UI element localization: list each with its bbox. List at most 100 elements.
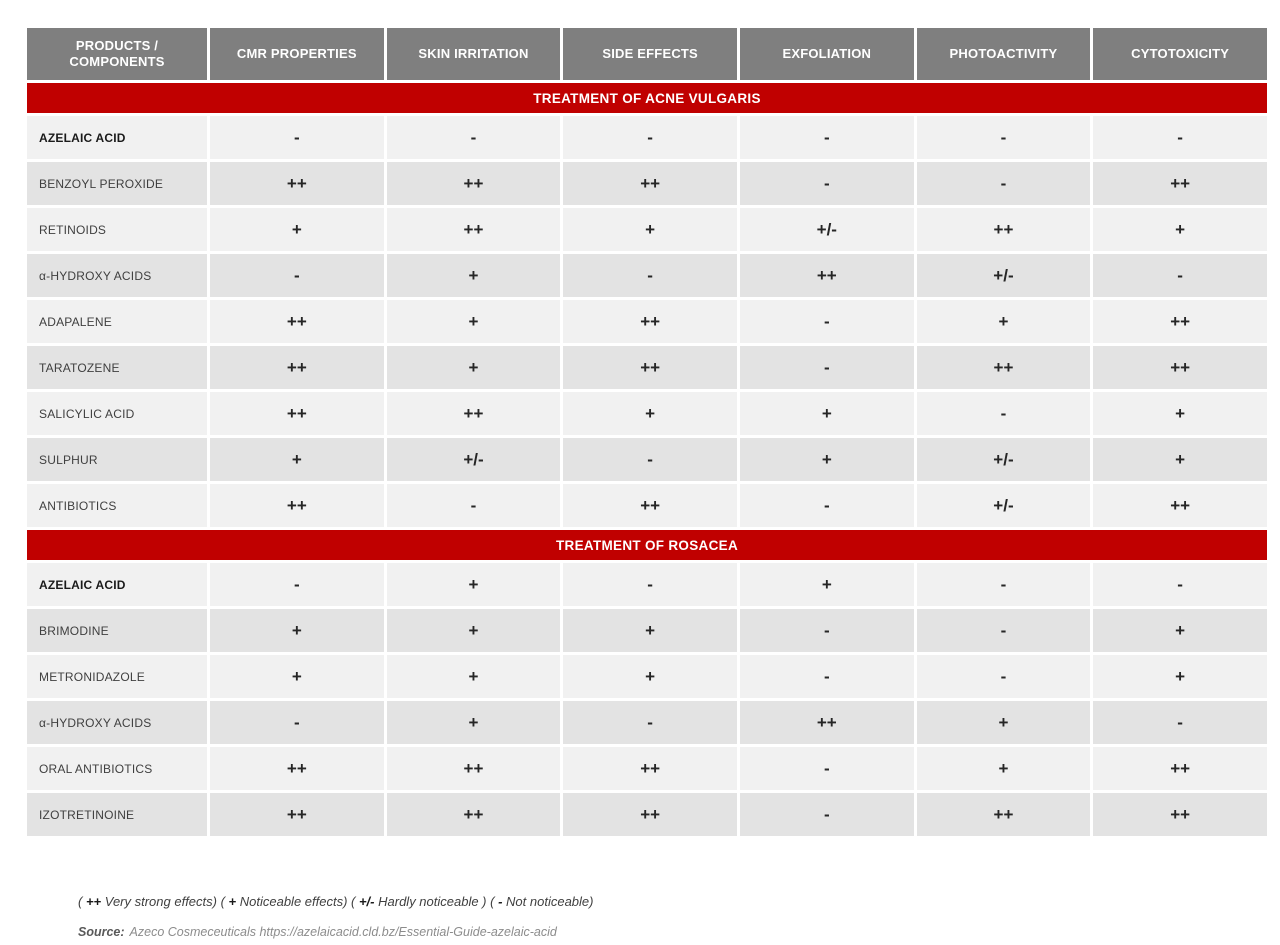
legend-symbol-not-noticeable: - (498, 894, 503, 909)
row-label: RETINOIDS (27, 208, 207, 251)
cell-value: - (210, 254, 384, 297)
product-comparison-table: PRODUCTS / COMPONENTS CMR PROPERTIES SKI… (24, 25, 1270, 839)
cell-value: + (563, 609, 737, 652)
row-label: TARATOZENE (27, 346, 207, 389)
section-header-row: TREATMENT OF ROSACEA (27, 530, 1267, 560)
cell-value: - (563, 701, 737, 744)
cell-value: ++ (386, 793, 561, 836)
section-header-row: TREATMENT OF ACNE VULGARIS (27, 83, 1267, 113)
cell-value: + (386, 346, 561, 389)
legend-symbol-noticeable: + (228, 894, 237, 909)
cell-value: - (563, 254, 737, 297)
cell-value: - (563, 563, 737, 606)
cell-value: ++ (563, 747, 737, 790)
cell-value: + (739, 438, 914, 481)
cell-value: - (739, 747, 914, 790)
cell-value: - (739, 116, 914, 159)
table-row: SALICYLIC ACID ++ ++ + + - + (27, 392, 1267, 435)
cell-value: ++ (916, 346, 1091, 389)
row-label: SALICYLIC ACID (27, 392, 207, 435)
cell-value: ++ (563, 162, 737, 205)
legend-text: ( (78, 894, 86, 909)
cell-value: - (916, 609, 1091, 652)
cell-value: + (916, 300, 1091, 343)
table-row: AZELAIC ACID - + - + - - (27, 563, 1267, 606)
cell-value: - (1093, 563, 1267, 606)
cell-value: ++ (210, 162, 384, 205)
column-header-exfoliation: EXFOLIATION (739, 28, 914, 80)
row-label: IZOTRETINOINE (27, 793, 207, 836)
cell-value: + (386, 701, 561, 744)
column-header-products: PRODUCTS / COMPONENTS (27, 28, 207, 80)
cell-value: ++ (916, 208, 1091, 251)
cell-value: ++ (1093, 346, 1267, 389)
table-row: ORAL ANTIBIOTICS ++ ++ ++ - + ++ (27, 747, 1267, 790)
table-row: AZELAIC ACID ------ (27, 116, 1267, 159)
cell-value: ++ (386, 162, 561, 205)
cell-value: - (386, 484, 561, 527)
table-row: ADAPALENE ++ + ++ - + ++ (27, 300, 1267, 343)
cell-value: + (563, 655, 737, 698)
table-row: METRONIDAZOLE + + + - - + (27, 655, 1267, 698)
cell-value: +/- (739, 208, 914, 251)
cell-value: - (210, 116, 384, 159)
table-row: BENZOYL PEROXIDE ++ ++ ++ - - ++ (27, 162, 1267, 205)
cell-value: - (739, 346, 914, 389)
cell-value: ++ (386, 208, 561, 251)
legend-symbol-hardly-noticeable: +/- (358, 894, 375, 909)
cell-value: + (210, 438, 384, 481)
cell-value: - (386, 116, 561, 159)
cell-value: - (916, 563, 1091, 606)
cell-value: ++ (1093, 300, 1267, 343)
row-label: BRIMODINE (27, 609, 207, 652)
cell-value: - (739, 300, 914, 343)
cell-value: ++ (386, 747, 561, 790)
cell-value: ++ (1093, 793, 1267, 836)
table-row: α-HYDROXY ACIDS - + - ++ +/- - (27, 254, 1267, 297)
cell-value: + (1093, 609, 1267, 652)
cell-value: - (1093, 254, 1267, 297)
cell-value: - (1093, 116, 1267, 159)
rating-legend: ( ++ Very strong effects) ( + Noticeable… (78, 894, 1280, 909)
column-header-photoactivity: PHOTOACTIVITY (916, 28, 1091, 80)
cell-value: - (739, 609, 914, 652)
cell-value: ++ (739, 254, 914, 297)
cell-value: + (386, 655, 561, 698)
table-row: IZOTRETINOINE ++ ++ ++ - ++ ++ (27, 793, 1267, 836)
row-label: α-HYDROXY ACIDS (27, 701, 207, 744)
comparison-table-wrap: PRODUCTS / COMPONENTS CMR PROPERTIES SKI… (24, 25, 1270, 839)
cell-value: ++ (563, 300, 737, 343)
row-label: BENZOYL PEROXIDE (27, 162, 207, 205)
cell-value: + (386, 563, 561, 606)
cell-value: +/- (916, 438, 1091, 481)
cell-value: ++ (563, 793, 737, 836)
table-row: BRIMODINE + + + - - + (27, 609, 1267, 652)
cell-value: ++ (210, 793, 384, 836)
cell-value: ++ (916, 793, 1091, 836)
row-label: ADAPALENE (27, 300, 207, 343)
cell-value: ++ (210, 747, 384, 790)
cell-value: +/- (916, 254, 1091, 297)
table-row: ANTIBIOTICS ++ - ++ - +/- ++ (27, 484, 1267, 527)
cell-value: - (1093, 701, 1267, 744)
cell-value: ++ (210, 300, 384, 343)
legend-text: Not noticeable) (502, 894, 594, 909)
row-label: ORAL ANTIBIOTICS (27, 747, 207, 790)
cell-value: +/- (386, 438, 561, 481)
cell-value: - (739, 655, 914, 698)
row-label: α-HYDROXY ACIDS (27, 254, 207, 297)
cell-value: + (1093, 392, 1267, 435)
cell-value: + (386, 300, 561, 343)
cell-value: ++ (1093, 484, 1267, 527)
cell-value: ++ (1093, 162, 1267, 205)
cell-value: + (210, 609, 384, 652)
cell-value: + (563, 392, 737, 435)
legend-text: Very strong effects) ( (101, 894, 229, 909)
cell-value: - (916, 655, 1091, 698)
column-header-cmr-properties: CMR PROPERTIES (210, 28, 384, 80)
row-label: AZELAIC ACID (27, 116, 207, 159)
cell-value: + (739, 392, 914, 435)
cell-value: + (1093, 208, 1267, 251)
cell-value: + (210, 208, 384, 251)
legend-symbol-very-strong: ++ (85, 894, 102, 909)
